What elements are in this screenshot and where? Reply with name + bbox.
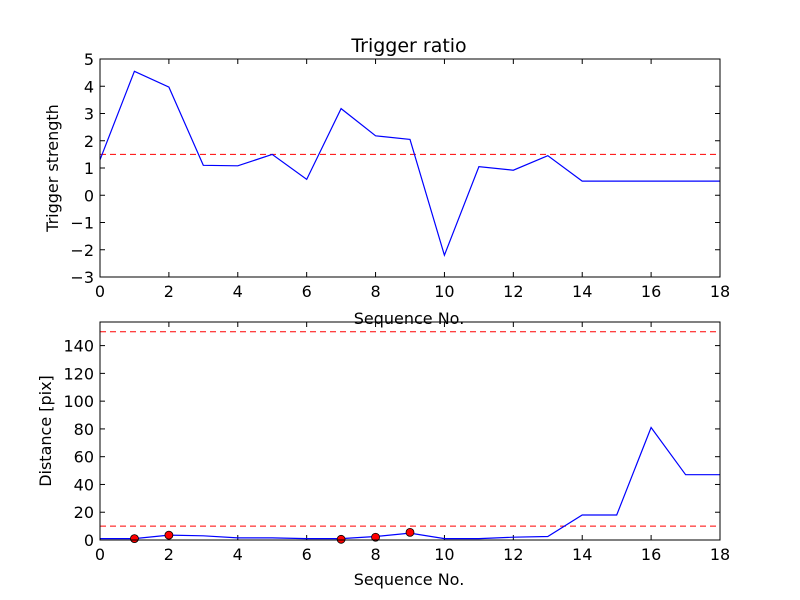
- y-axis-label: Trigger strength: [43, 104, 62, 233]
- plot-frame: [99, 321, 721, 541]
- x-tick-label: 0: [95, 545, 105, 564]
- y-axis-label: Distance [pix]: [36, 375, 55, 487]
- distance-chart: Sequence No. Distance [pix] 0 2 4 6 8 10 12 14 1…: [36, 321, 730, 589]
- series-line: [99, 70, 720, 258]
- x-tick-label: 8: [370, 282, 380, 301]
- x-tick-label: 2: [164, 545, 174, 564]
- y-tick-label: 140: [63, 337, 94, 356]
- x-tick-label: 10: [434, 545, 454, 564]
- y-tick-label: 4: [84, 77, 94, 96]
- x-tick-label: 10: [434, 282, 454, 301]
- x-tick-label: 4: [233, 545, 243, 564]
- x-tick-label: 12: [503, 282, 523, 301]
- x-tick-label: 14: [572, 545, 592, 564]
- plot-frame: [99, 58, 721, 278]
- y-tick-label: 40: [74, 475, 94, 494]
- y-tick-label: 80: [74, 420, 94, 439]
- marker-layer: [130, 527, 415, 544]
- threshold-lines: [100, 331, 720, 527]
- x-tick-label: 0: [95, 282, 105, 301]
- x-tick-label: 12: [503, 545, 523, 564]
- x-axis-label: Sequence No.: [354, 570, 465, 589]
- y-tick-label: 0: [84, 531, 94, 550]
- y-tick-label: 3: [84, 105, 94, 124]
- trigger-ratio-chart: Trigger ratio Sequence No. Trigger stren…: [43, 35, 730, 328]
- x-tick-label: 18: [710, 282, 730, 301]
- y-tick-label: 60: [74, 448, 94, 467]
- y-tick-label: 1: [84, 159, 94, 178]
- x-tick-label: 18: [710, 545, 730, 564]
- data-point-marker: [130, 534, 139, 544]
- chart-title: Trigger ratio: [350, 35, 466, 57]
- data-point-marker: [164, 530, 174, 540]
- data-point-marker: [336, 534, 346, 544]
- x-tick-label: 6: [302, 545, 312, 564]
- x-axis-label: Sequence No.: [354, 309, 465, 328]
- data-point-marker: [405, 527, 415, 537]
- series-layer: [99, 70, 720, 258]
- data-point-marker: [371, 532, 380, 542]
- y-tick-label: −3: [70, 268, 94, 287]
- x-tick-label: 2: [164, 282, 174, 301]
- axis-ticks: 0 2 4 6 8 10 12 14 16 18 0 20 40 60 80 100 120 140: [63, 322, 730, 564]
- x-tick-label: 16: [641, 545, 661, 564]
- y-tick-label: 120: [63, 364, 94, 383]
- y-tick-label: 100: [63, 392, 94, 411]
- x-tick-label: 4: [233, 282, 243, 301]
- x-tick-label: 6: [302, 282, 312, 301]
- y-tick-label: 5: [84, 50, 94, 69]
- y-tick-label: −1: [70, 214, 94, 233]
- x-tick-label: 8: [370, 545, 380, 564]
- x-tick-label: 14: [572, 282, 592, 301]
- x-tick-label: 16: [641, 282, 661, 301]
- y-tick-label: 20: [74, 503, 94, 522]
- y-tick-label: 0: [84, 186, 94, 205]
- y-tick-label: −2: [70, 241, 94, 260]
- y-tick-label: 2: [84, 132, 94, 151]
